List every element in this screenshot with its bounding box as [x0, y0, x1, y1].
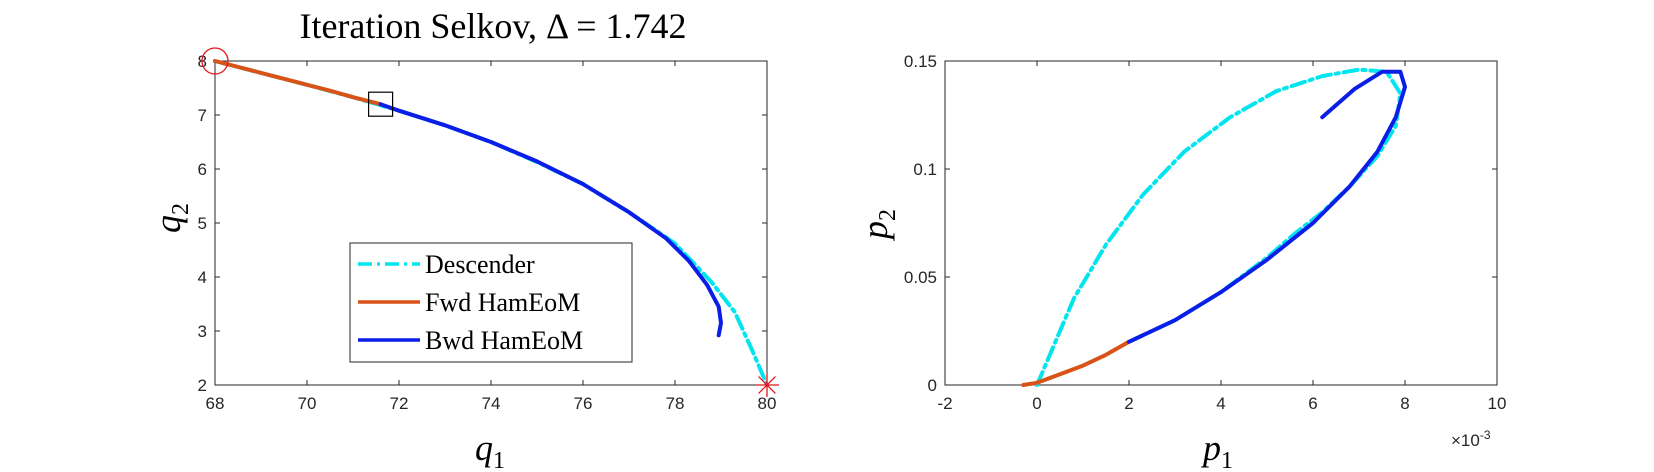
right-series-fwd-hameom — [1021, 339, 1131, 387]
left-xtick-label: 80 — [758, 394, 777, 413]
legend-label-descender: Descender — [425, 250, 535, 279]
left-ylabel: q2 — [148, 203, 194, 233]
right-plot-area — [944, 60, 1498, 386]
left-xtick-label: 78 — [666, 394, 685, 413]
right-ytick-label: 0.05 — [904, 268, 937, 287]
left-start-marker — [201, 47, 229, 75]
left-ytick-label: 4 — [198, 268, 207, 287]
left-ytick-label: 7 — [198, 106, 207, 125]
left-ytick-label: 5 — [198, 214, 207, 233]
left-end-marker — [755, 373, 779, 397]
left-ytick-label: 2 — [198, 376, 207, 395]
right-x-exponent: ×10-3 — [1451, 428, 1491, 450]
right-xtick-label: 8 — [1400, 394, 1409, 413]
left-xtick-label: 70 — [298, 394, 317, 413]
left-junction-marker — [368, 91, 394, 117]
legend-label-bwd: Bwd HamEoM — [425, 326, 583, 355]
left-xlabel: q1 — [475, 428, 505, 472]
left-chart-title: Iteration Selkov, Δ = 1.742 — [299, 6, 686, 46]
left-xtick-label: 76 — [574, 394, 593, 413]
legend-label-fwd: Fwd HamEoM — [425, 288, 580, 317]
right-xlabel: p1 — [1200, 428, 1233, 472]
left-ytick-label: 6 — [198, 160, 207, 179]
right-series-descender — [1035, 67, 1403, 387]
left-series-bwd-hameom — [378, 102, 723, 338]
right-ytick-label: 0.15 — [904, 52, 937, 71]
left-xtick-label: 68 — [206, 394, 225, 413]
right-ytick-label: 0 — [928, 376, 937, 395]
right-xtick-label: 10 — [1488, 394, 1507, 413]
right-xtick-label: 4 — [1216, 394, 1225, 413]
right-xtick-label: 6 — [1308, 394, 1317, 413]
right-xtick-label: -2 — [937, 394, 952, 413]
right-series-bwd-hameom — [1127, 69, 1407, 344]
right-ylabel: p2 — [855, 209, 901, 242]
right-xtick-label: 0 — [1032, 394, 1041, 413]
left-xtick-label: 74 — [482, 394, 501, 413]
right-xtick-label: 2 — [1124, 394, 1133, 413]
left-series-fwd-hameom — [213, 59, 383, 107]
left-ytick-label: 3 — [198, 322, 207, 341]
right-ytick-label: 0.1 — [913, 160, 937, 179]
left-xtick-label: 72 — [390, 394, 409, 413]
legend: Descender Fwd HamEoM Bwd HamEoM — [349, 242, 633, 363]
